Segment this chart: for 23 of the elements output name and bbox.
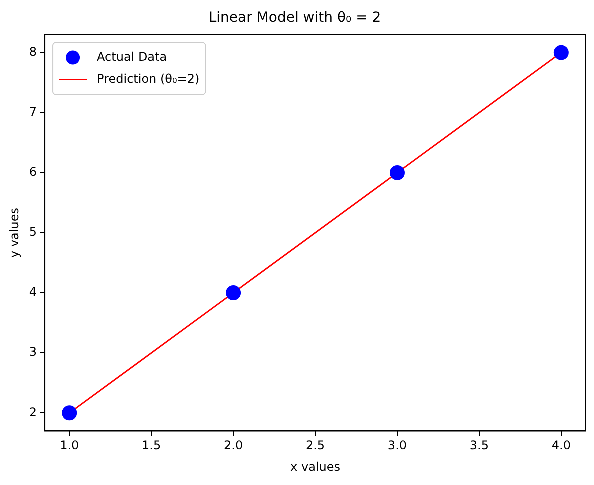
y-axis-title: y values (7, 208, 22, 258)
legend-label: Actual Data (97, 50, 168, 64)
y-tick-label: 5 (29, 225, 38, 240)
y-tick-label: 4 (29, 285, 38, 300)
x-axis-title: x values (290, 460, 340, 474)
y-tick-label: 8 (29, 44, 38, 59)
x-tick-label: 2.5 (306, 438, 326, 453)
y-tick-label: 7 (29, 105, 38, 120)
point (62, 406, 78, 421)
point (390, 165, 405, 180)
x-tick-label: 1.0 (60, 438, 80, 453)
chart-title: Linear Model with θ₀ = 2 (208, 10, 382, 26)
point (554, 45, 569, 60)
x-tick-label: 1.5 (142, 438, 162, 453)
y-tick-label: 2 (29, 405, 38, 420)
y-tick-label: 6 (29, 165, 38, 180)
x-tick-label: 3.5 (470, 438, 489, 453)
x-tick-label: 3.0 (388, 438, 408, 453)
x-tick-label: 4.0 (552, 438, 571, 453)
y-tick-label: 3 (29, 345, 38, 360)
legend-label: Prediction (θ₀=2) (97, 72, 200, 86)
x-tick-label: 2.0 (224, 438, 244, 453)
point (226, 286, 242, 301)
